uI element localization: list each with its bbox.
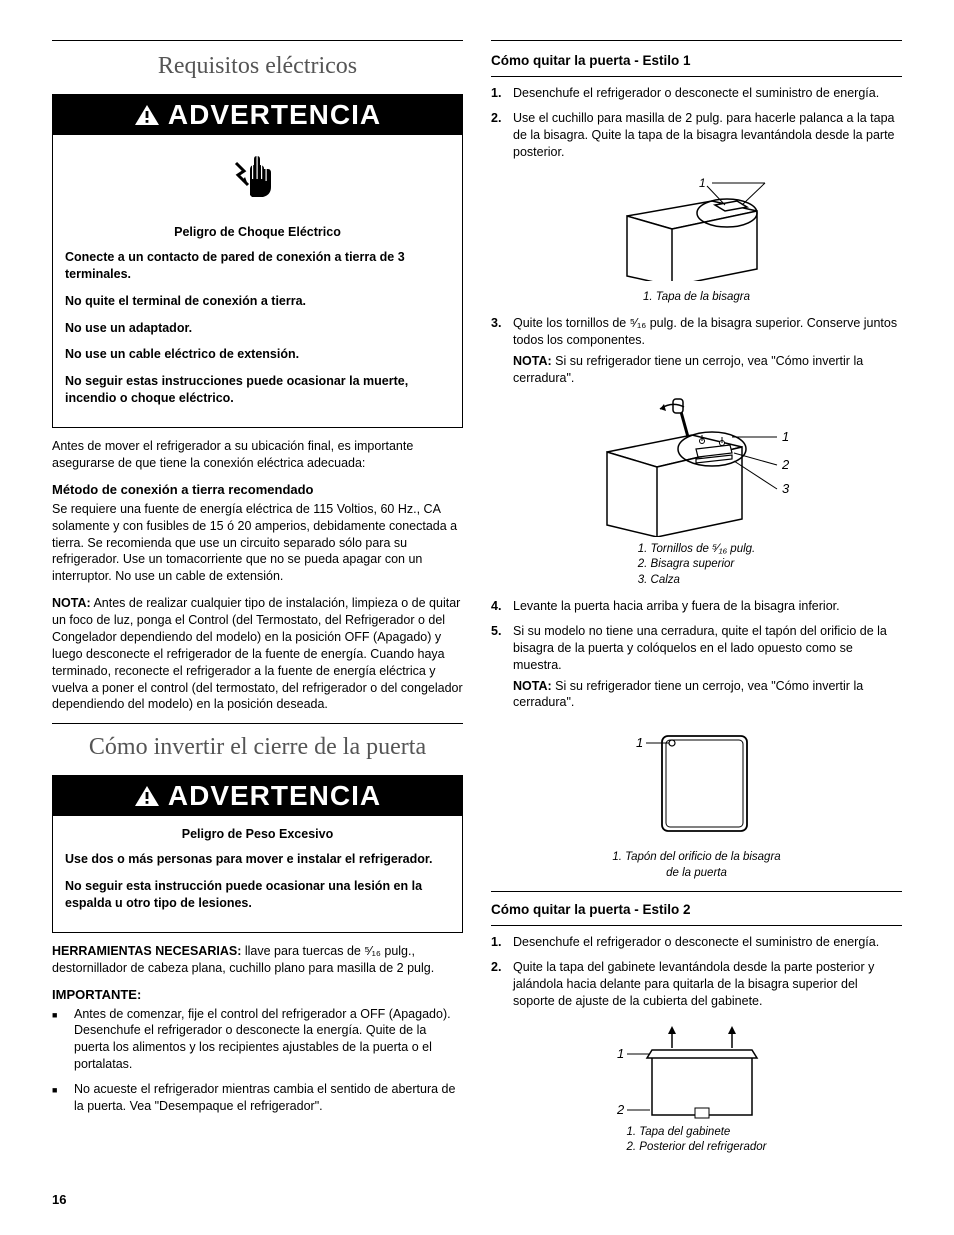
warning-header-1: ADVERTENCIA	[53, 95, 462, 135]
top-hinge-diagram: 1 2 3	[582, 397, 812, 537]
style1-steps: 1.Desenchufe el refrigerador o desconect…	[491, 85, 902, 161]
danger-title-1: Peligro de Choque Eléctrico	[65, 224, 450, 241]
cabinet-cover-diagram: 1 2	[597, 1020, 797, 1120]
style1-step-1: 1.Desenchufe el refrigerador o desconect…	[491, 85, 902, 102]
page-content: Requisitos eléctricos ADVERTENCIA	[52, 40, 902, 1166]
hinge-cover-diagram: 1	[597, 171, 797, 281]
method-head: Método de conexión a tierra recomendado	[52, 482, 463, 497]
svg-text:1: 1	[636, 735, 643, 750]
svg-text:1: 1	[699, 176, 706, 190]
warning-header-2-text: ADVERTENCIA	[168, 780, 381, 812]
style1-rule	[491, 76, 902, 77]
figure-1: 1 1. Tapa de la bisagra	[491, 171, 902, 306]
warn2-line-1: No seguir esta instrucción puede ocasion…	[65, 878, 450, 912]
style2-step-2: 2.Quite la tapa del gabinete levantándol…	[491, 959, 902, 1010]
fig2-captions: 1. Tornillos de ⁵⁄₁₆ pulg. 2. Bisagra su…	[638, 542, 756, 589]
warn1-line-0: Conecte a un contacto de pared de conexi…	[65, 249, 450, 283]
style1-step-2: 2.Use el cuchillo para masilla de 2 pulg…	[491, 110, 902, 161]
importante-head: IMPORTANTE:	[52, 987, 463, 1002]
warn1-line-2: No use un adaptador.	[65, 320, 450, 337]
figure-3: 1 1. Tapón del orificio de la bisagra de…	[491, 721, 902, 881]
style1-step-5: 5. Si su modelo no tiene una cerradura, …	[491, 623, 902, 711]
style1-step-4: 4.Levante la puerta hacia arriba y fuera…	[491, 598, 902, 615]
intro-text: Antes de mover el refrigerador a su ubic…	[52, 438, 463, 472]
style1-steps-cont2: 4.Levante la puerta hacia arriba y fuera…	[491, 598, 902, 711]
warn2-line-0: Use dos o más personas para mover e inst…	[65, 851, 450, 868]
importante-list: Antes de comenzar, fije el control del r…	[52, 1006, 463, 1115]
danger-title-2: Peligro de Peso Excesivo	[65, 826, 450, 843]
style2-steps: 1.Desenchufe el refrigerador o desconect…	[491, 934, 902, 1010]
warning-header-1-text: ADVERTENCIA	[168, 99, 381, 131]
fig4-captions: 1. Tapa del gabinete 2. Posterior del re…	[627, 1125, 767, 1156]
section-title-electrical: Requisitos eléctricos	[52, 53, 463, 80]
door-plug-diagram: 1	[622, 721, 772, 841]
warning-box-weight: ADVERTENCIA Peligro de Peso Excesivo Use…	[52, 775, 463, 933]
right-column: Cómo quitar la puerta - Estilo 1 1.Desen…	[491, 40, 902, 1166]
style1-head: Cómo quitar la puerta - Estilo 1	[491, 53, 902, 68]
mid-rule	[52, 723, 463, 724]
warning-header-2: ADVERTENCIA	[53, 776, 462, 816]
style2-rule	[491, 925, 902, 926]
svg-text:2: 2	[616, 1102, 625, 1117]
top-rule-left	[52, 40, 463, 41]
tools-label: HERRAMIENTAS NECESARIAS:	[52, 944, 241, 958]
nota-paragraph: NOTA: Antes de realizar cualquier tipo d…	[52, 595, 463, 713]
warning-body-2: Peligro de Peso Excesivo Use dos o más p…	[53, 816, 462, 932]
style1-steps-cont: 3. Quite los tornillos de ⁵⁄₁₆ pulg. de …	[491, 315, 902, 387]
svg-text:2: 2	[781, 457, 790, 472]
warn1-line-4: No seguir estas instrucciones puede ocas…	[65, 373, 450, 407]
warning-triangle-icon	[134, 104, 160, 126]
figure-2: 1 2 3 1. Tornillos de ⁵⁄₁₆ pulg. 2. Bisa…	[491, 397, 902, 589]
warning-box-shock: ADVERTENCIA Peligro de Choque Eléctrico …	[52, 94, 463, 428]
style1-step-3: 3. Quite los tornillos de ⁵⁄₁₆ pulg. de …	[491, 315, 902, 387]
warning-body-1: Peligro de Choque Eléctrico Conecte a un…	[53, 216, 462, 427]
bullet-0: Antes de comenzar, fije el control del r…	[52, 1006, 463, 1074]
nota-body: Antes de realizar cualquier tipo de inst…	[52, 596, 463, 711]
shock-icon-row	[53, 135, 462, 216]
warn1-line-3: No use un cable eléctrico de extensión.	[65, 346, 450, 363]
nota-label: NOTA:	[52, 596, 91, 610]
tools-paragraph: HERRAMIENTAS NECESARIAS: llave para tuer…	[52, 943, 463, 977]
style2-step-1: 1.Desenchufe el refrigerador o desconect…	[491, 934, 902, 951]
page-number: 16	[52, 1192, 66, 1207]
svg-text:1: 1	[782, 429, 789, 444]
style2-head: Cómo quitar la puerta - Estilo 2	[491, 891, 902, 917]
shock-hand-icon	[228, 145, 288, 205]
left-column: Requisitos eléctricos ADVERTENCIA	[52, 40, 463, 1166]
warn1-line-1: No quite el terminal de conexión a tierr…	[65, 293, 450, 310]
section-title-door: Cómo invertir el cierre de la puerta	[52, 734, 463, 761]
method-body: Se requiere una fuente de energía eléctr…	[52, 501, 463, 585]
warning-triangle-icon-2	[134, 785, 160, 807]
fig3-caption: 1. Tapón del orificio de la bisagra de l…	[607, 850, 787, 881]
fig1-caption: 1. Tapa de la bisagra	[491, 290, 902, 306]
svg-text:1: 1	[617, 1046, 624, 1061]
bullet-1: No acueste el refrigerador mientras camb…	[52, 1081, 463, 1115]
top-rule-right	[491, 40, 902, 41]
svg-text:3: 3	[782, 481, 790, 496]
figure-4: 1 2 1. Tapa del gabinete 2. Posterior de…	[491, 1020, 902, 1156]
